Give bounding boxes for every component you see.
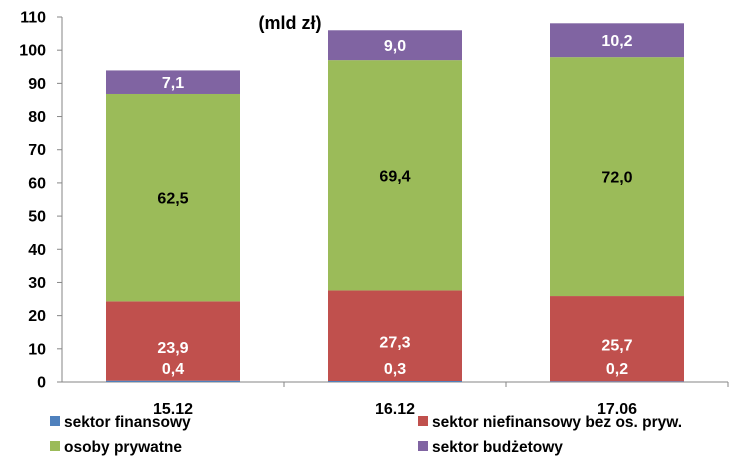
y-tick-label: 50	[28, 209, 46, 226]
x-axis-tick-labels: 15.12 16.12 17.06	[153, 382, 729, 418]
legend-label: sektor budżetowy	[432, 439, 563, 456]
data-label: 62,5	[157, 191, 188, 208]
x-tick-label: 16.12	[375, 401, 415, 418]
bar-segment	[106, 301, 240, 381]
y-tick-label: 100	[19, 43, 46, 60]
data-label: 25,7	[601, 338, 632, 355]
data-label: 0,3	[384, 361, 406, 378]
data-label: 69,4	[379, 168, 410, 185]
y-tick-label: 110	[20, 10, 46, 27]
legend-swatch	[50, 416, 60, 426]
legend-swatch	[418, 441, 428, 451]
bar-stacks	[106, 23, 684, 382]
data-label: 0,4	[162, 361, 184, 378]
data-label: 10,2	[601, 33, 632, 50]
y-tick-label: 0	[37, 375, 46, 392]
bar-segment	[106, 380, 240, 382]
y-tick-label: 20	[28, 308, 46, 325]
y-tick-label: 90	[28, 76, 46, 93]
y-tick-label: 40	[28, 242, 46, 259]
data-label: 9,0	[384, 38, 406, 55]
x-tick-label: 15.12	[153, 401, 193, 418]
data-label: 7,1	[162, 75, 184, 92]
data-label: 0,2	[606, 361, 628, 378]
y-tick-label: 30	[28, 275, 46, 292]
bar-segment	[328, 60, 462, 291]
bar-segment	[550, 23, 684, 58]
y-tick-label: 10	[28, 341, 46, 358]
y-tick-label: 70	[28, 142, 46, 159]
data-labels: 0,4 23,9 62,5 7,1 0,3 27,3 69,4 9,0 0,2 25,7 72,0 1…	[157, 33, 632, 378]
bar-segment	[328, 381, 462, 382]
bar-segment	[328, 30, 462, 61]
x-tick-label: 17.06	[597, 401, 637, 418]
bar-segment	[550, 57, 684, 297]
legend-label: sektor niefinansowy bez os. pryw.	[432, 414, 682, 431]
y-tick-label: 60	[28, 175, 46, 192]
bar-segment	[106, 93, 240, 302]
data-label: 23,9	[157, 340, 188, 357]
unit-label: (mld zł)	[259, 13, 322, 33]
bar-segment	[550, 296, 684, 382]
legend-swatch	[50, 441, 60, 451]
data-label: 72,0	[601, 170, 632, 187]
bar-segment	[328, 290, 462, 382]
data-label: 27,3	[379, 335, 410, 352]
y-axis-ticks: 0 10 20 30 40 50 60 70 80 90 100 110	[19, 10, 62, 392]
legend-swatch	[418, 416, 428, 426]
bar-segment	[550, 381, 684, 382]
legend-label: sektor finansowy	[64, 414, 191, 431]
legend-label: osoby prywatne	[64, 439, 182, 456]
y-tick-label: 80	[28, 109, 46, 126]
bar-segment	[106, 70, 240, 94]
legend: sektor finansowy sektor niefinansowy bez …	[50, 414, 682, 456]
